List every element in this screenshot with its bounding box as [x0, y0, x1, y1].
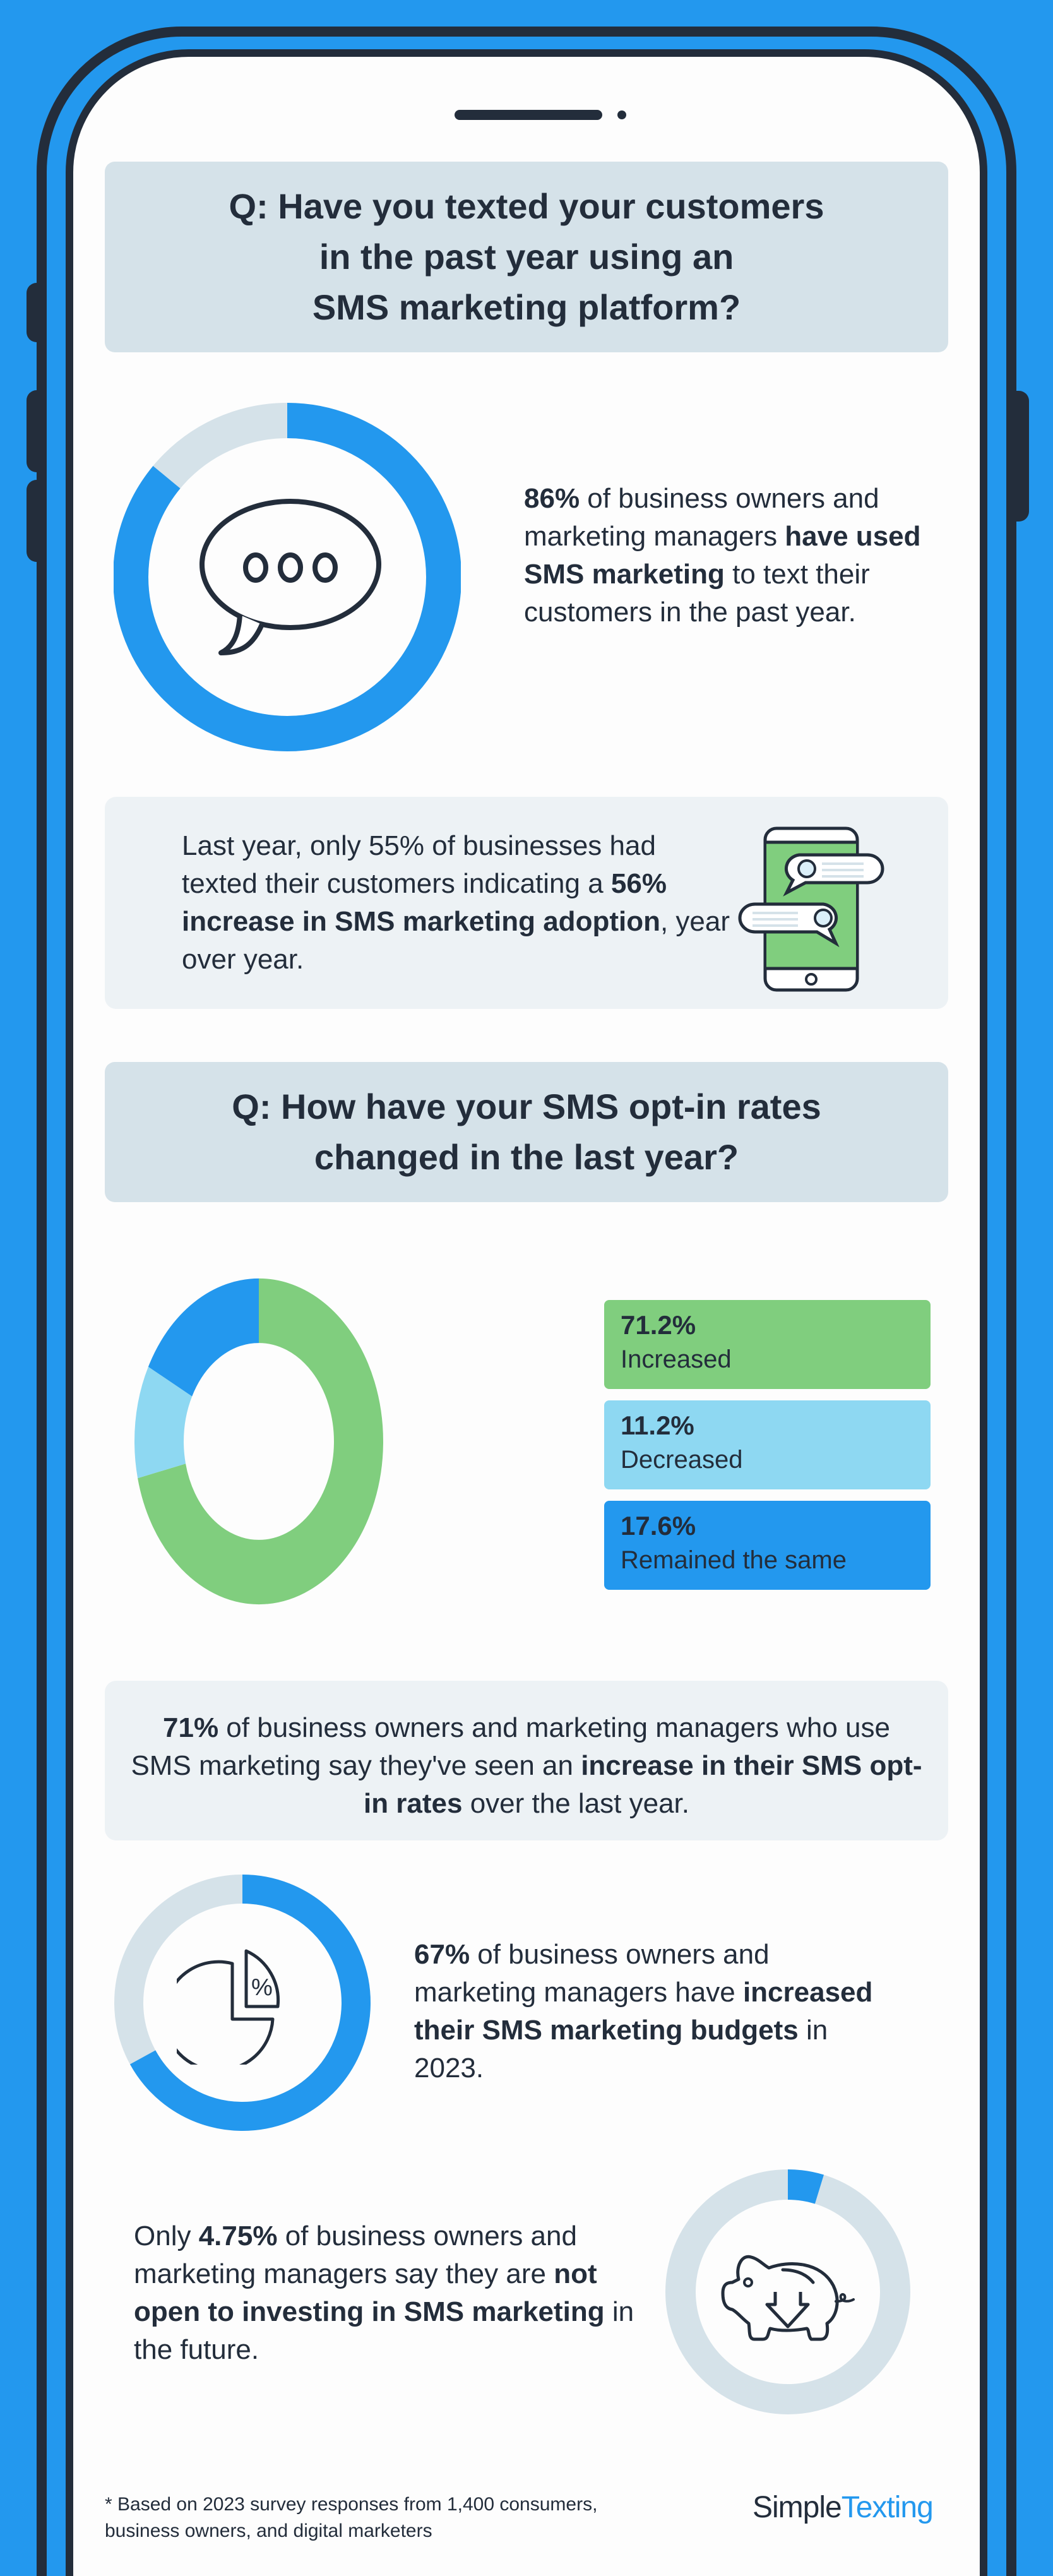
- donut-86-percent: [113, 400, 461, 754]
- donut-4-75-percent: [663, 2166, 915, 2418]
- phone-side-button-3: [27, 480, 39, 562]
- adoption-note-text: Last year, only 55% of businesses had te…: [182, 830, 730, 975]
- simpletexting-logo[interactable]: SimpleTexting: [753, 2491, 934, 2524]
- phone-side-button-2: [27, 390, 39, 472]
- question-box-2: Q: How have your SMS opt-in rates change…: [105, 1062, 948, 1202]
- footer-note: * Based on 2023 survey responses from 1,…: [105, 2494, 598, 2541]
- note-box-adoption: Last year, only 55% of businesses had te…: [105, 797, 948, 1009]
- question-1-title: Q: Have you texted your customers in the…: [229, 186, 824, 327]
- piggy-bank-down-icon: [720, 2241, 865, 2352]
- legend-remained-same: 17.6% Remained the same: [604, 1501, 931, 1590]
- donut-67-percent: %: [114, 1869, 379, 2134]
- question-box-1: Q: Have you texted your customers in the…: [105, 162, 948, 352]
- legend-decreased: 11.2% Decreased: [604, 1400, 931, 1489]
- phone-chat-icon: [730, 816, 894, 1002]
- stat-86-text: 86% of business owners and marketing man…: [524, 483, 921, 628]
- legend-increased: 71.2% Increased: [604, 1300, 931, 1389]
- note-box-opt-in: 71% of business owners and marketing man…: [105, 1681, 948, 1840]
- svg-text:%: %: [251, 1974, 273, 2001]
- phone-camera: [617, 110, 626, 119]
- donut-opt-in-rates: [107, 1243, 410, 1640]
- question-2-title: Q: How have your SMS opt-in rates change…: [232, 1087, 821, 1177]
- pie-percent-icon: %: [162, 1932, 303, 2072]
- phone-side-button-1: [27, 283, 39, 342]
- stat-4-75-text: Only 4.75% of business owners and market…: [134, 2221, 634, 2365]
- speech-bubble-icon: [196, 495, 385, 675]
- phone-speaker: [455, 110, 602, 120]
- phone-side-button-right: [1016, 391, 1029, 522]
- stat-67-text: 67% of business owners and marketing man…: [414, 1939, 873, 2084]
- opt-in-note-text: 71% of business owners and marketing man…: [131, 1712, 922, 1819]
